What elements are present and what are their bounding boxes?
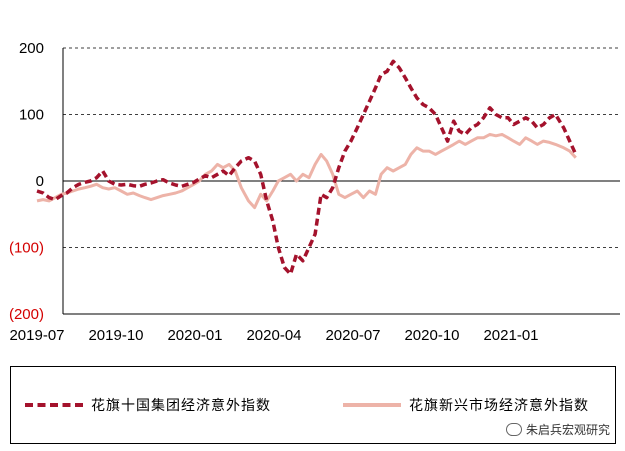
x-tick-labels: 2019-07 2019-10 2020-01 2020-04 2020-07 2020-… — [9, 327, 538, 344]
y-tick-label: (200) — [9, 306, 44, 323]
legend-swatch-g10 — [25, 403, 83, 407]
watermark: 朱启兵宏观研究 — [502, 420, 613, 439]
legend-label-g10: 花旗十国集团经济意外指数 — [91, 398, 271, 414]
series-line-g10 — [36, 59, 578, 276]
y-tick-label: (100) — [9, 240, 44, 257]
legend: 花旗十国集团经济意外指数 花旗新兴市场经济意外指数 — [10, 366, 616, 444]
x-tick-label: 2021-01 — [483, 327, 538, 344]
watermark-text: 朱启兵宏观研究 — [525, 423, 610, 437]
legend-swatch-em — [343, 403, 401, 407]
series-line-em — [36, 132, 577, 210]
y-tick-label: 200 — [19, 40, 44, 57]
axes — [62, 48, 620, 315]
x-tick-label: 2020-04 — [246, 327, 301, 344]
legend-label-em: 花旗新兴市场经济意外指数 — [409, 398, 589, 414]
legend-item-em: 花旗新兴市场经济意外指数 — [343, 395, 589, 415]
y-tick-labels: 200 100 0 (100) (200) — [9, 40, 44, 323]
grid-lines — [63, 47, 620, 248]
y-tick-label: 100 — [19, 107, 44, 124]
x-tick-label: 2020-01 — [167, 327, 222, 344]
series-lines — [36, 59, 578, 276]
legend-item-g10: 花旗十国集团经济意外指数 — [25, 395, 271, 415]
x-tick-label: 2020-10 — [404, 327, 459, 344]
y-tick-label: 0 — [36, 173, 44, 190]
x-tick-label: 2019-10 — [88, 327, 143, 344]
wechat-icon — [505, 423, 522, 436]
x-tick-label: 2020-07 — [325, 327, 380, 344]
x-tick-label: 2019-07 — [9, 327, 64, 344]
